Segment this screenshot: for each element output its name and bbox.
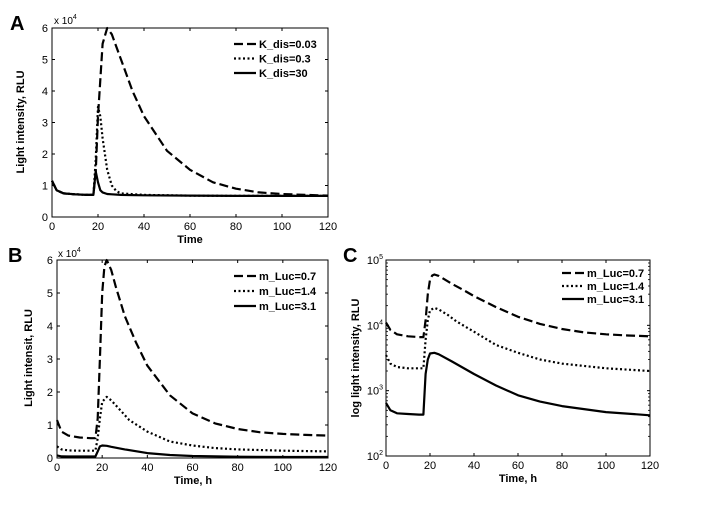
panel-0-y-tick-label: 1 (42, 181, 48, 193)
panel-2-y-tick-label: 103 (367, 385, 383, 398)
panel-b-y-axis-label: Light intensit, RLU (23, 309, 35, 407)
panel-c-plot-frame (385, 259, 651, 457)
panel-b-y-multiplier: x 104 (58, 247, 81, 260)
panel-1-x-tick-label: 80 (232, 462, 244, 474)
panel-2-series-line-0 (385, 273, 651, 339)
panel-1-series-line-0 (55, 258, 329, 440)
panel-0-y-tick-label: 6 (42, 23, 48, 35)
panel-0-x-tick-label: 120 (319, 221, 337, 233)
panel-2-legend-label-1: m_Luc=1.4 (587, 281, 645, 293)
panel-2-x-tick-label: 0 (383, 460, 389, 472)
panel-b-plot-frame (56, 259, 329, 459)
panel-2-y-tick-label: 102 (367, 450, 383, 463)
panel-2-x-tick-label: 80 (556, 460, 568, 472)
panel-0-x-tick-label: 20 (92, 221, 104, 233)
panel-0-y-tick-label: 0 (42, 212, 48, 224)
panel-0-x-tick-label: 0 (49, 221, 55, 233)
panel-2-series-line-1 (385, 306, 651, 373)
panel-0-x-tick-label: 40 (138, 221, 150, 233)
panel-a-chart: 0 20 40 60 80 100 120 0 1 2 3 4 5 6 x 104 Time Light … (15, 14, 337, 246)
panel-0-y-tick-label: 5 (42, 55, 48, 67)
panel-0-y-tick-label: 2 (42, 149, 48, 161)
panel-2-x-tick-label: 120 (641, 460, 659, 472)
panel-a-legend: K_dis=0.03 K_dis=0.3 K_dis=30 (234, 39, 317, 80)
panel-2-y-tick-label: 105 (367, 254, 383, 267)
panel-letter-c: C (343, 245, 357, 267)
panel-1-y-tick-label: 4 (47, 321, 53, 333)
panel-1-legend-label-1: m_Luc=1.4 (259, 286, 317, 298)
panel-0-series-line-0 (51, 26, 329, 197)
panel-1-legend-label-2: m_Luc=3.1 (259, 301, 316, 313)
panel-1-x-tick-label: 120 (319, 462, 337, 474)
panel-2-x-tick-label: 60 (512, 460, 524, 472)
panel-b-chart: 0 20 40 60 80 100 120 0 1 2 3 4 5 6 x 104 Time, h Lig… (23, 247, 337, 487)
panel-a-y-multiplier: x 104 (54, 14, 77, 27)
panel-2-legend-label-0: m_Luc=0.7 (587, 268, 644, 280)
panel-0-x-tick-label: 80 (230, 221, 242, 233)
panel-0-x-tick-label: 100 (273, 221, 291, 233)
panel-1-y-tick-label: 0 (47, 453, 53, 465)
panel-1-y-tick-label: 1 (47, 420, 53, 432)
panel-letter-b: B (8, 245, 22, 267)
panel-0-legend-label-0: K_dis=0.03 (259, 39, 317, 51)
panel-c-x-axis-label: Time, h (499, 473, 538, 485)
panel-letter-a: A (10, 13, 24, 35)
panel-1-x-tick-label: 20 (96, 462, 108, 474)
panel-0-y-tick-label: 3 (42, 118, 48, 130)
panel-c-y-axis-label: log light intensity, RLU (350, 298, 362, 417)
panel-2-legend-label-2: m_Luc=3.1 (587, 294, 644, 306)
panel-1-y-tick-label: 2 (47, 387, 53, 399)
panel-c-chart: 0 20 40 60 80 100 120 102 103 104 105 Time, h log … (350, 254, 659, 485)
panel-b-x-axis-label: Time, h (174, 475, 213, 487)
panel-b-legend: m_Luc=0.7 m_Luc=1.4 m_Luc=3.1 (234, 271, 317, 313)
panel-2-x-tick-label: 20 (424, 460, 436, 472)
panel-1-x-tick-label: 100 (274, 462, 292, 474)
panel-a-y-axis-label: Light intensity, RLU (15, 70, 27, 173)
panel-2-y-tick-label: 104 (367, 319, 383, 332)
panel-a-x-axis-label: Time (177, 234, 202, 246)
panel-c-legend: m_Luc=0.7m_Luc=1.4m_Luc=3.1 (562, 268, 645, 306)
panel-1-x-tick-label: 60 (186, 462, 198, 474)
panel-1-series-line-2 (56, 444, 328, 459)
panel-1-y-tick-label: 6 (47, 255, 53, 267)
panel-2-x-tick-label: 40 (468, 460, 480, 472)
panel-0-legend-label-2: K_dis=30 (259, 68, 308, 80)
panel-0-x-tick-label: 60 (184, 221, 196, 233)
panel-1-x-tick-label: 0 (54, 462, 60, 474)
panel-1-y-tick-label: 5 (47, 288, 53, 300)
panel-2-x-tick-label: 100 (597, 460, 615, 472)
panel-1-x-tick-label: 40 (141, 462, 153, 474)
panel-0-legend-label-1: K_dis=0.3 (259, 54, 311, 66)
panel-1-y-tick-label: 3 (47, 354, 53, 366)
panel-2-series-line-2 (385, 351, 651, 417)
panel-1-legend-label-0: m_Luc=0.7 (259, 271, 316, 283)
panel-0-y-tick-label: 4 (42, 86, 48, 98)
panel-0-series-line-2 (51, 170, 328, 197)
